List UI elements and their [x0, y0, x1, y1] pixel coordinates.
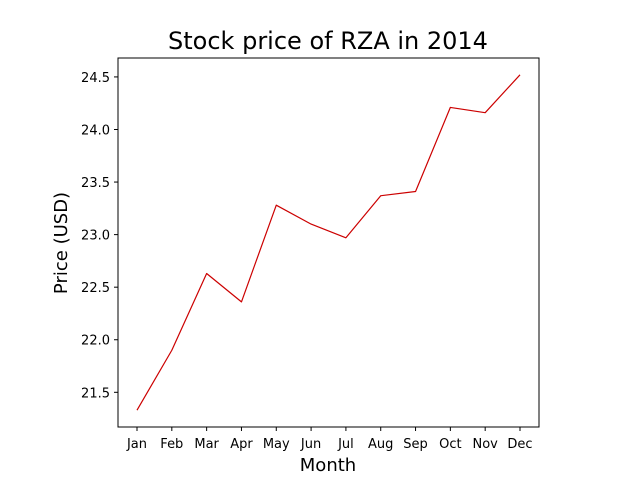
y-axis: 21.5 22.0 22.5 23.0 23.5 24.0 24.5: [81, 71, 118, 401]
x-tick-label: Feb: [160, 437, 183, 452]
y-tick-label: 23.5: [81, 176, 110, 191]
y-tick-label: 22.0: [81, 334, 110, 349]
y-axis-label: Price (USD): [51, 192, 72, 294]
series-line: [136, 74, 521, 411]
x-axis-label: Month: [300, 455, 356, 476]
x-tick-label: May: [263, 437, 290, 452]
y-tick-label: 23.0: [81, 229, 110, 244]
x-tick-label: Aug: [368, 437, 393, 452]
plot-area: [136, 74, 521, 411]
x-tick-label: Jun: [300, 437, 321, 452]
x-tick-label: Oct: [439, 437, 461, 452]
y-tick-label: 22.5: [81, 281, 110, 296]
x-axis: Jan Feb Mar Apr May Jun Jul Aug Sep Oct Nov Dec: [126, 427, 533, 452]
chart-title: Stock price of RZA in 2014: [168, 27, 488, 55]
x-tick-label: Dec: [507, 437, 532, 452]
x-tick-label: Nov: [472, 437, 498, 452]
x-tick-label: Jul: [337, 437, 354, 452]
y-tick-label: 21.5: [81, 386, 110, 401]
y-tick-label: 24.5: [81, 71, 110, 86]
x-tick-label: Sep: [403, 437, 428, 452]
x-tick-label: Mar: [194, 437, 219, 452]
y-tick-label: 24.0: [81, 123, 110, 138]
x-tick-label: Jan: [126, 437, 147, 452]
plot-frame: [117, 57, 540, 428]
x-tick-label: Apr: [230, 437, 253, 452]
